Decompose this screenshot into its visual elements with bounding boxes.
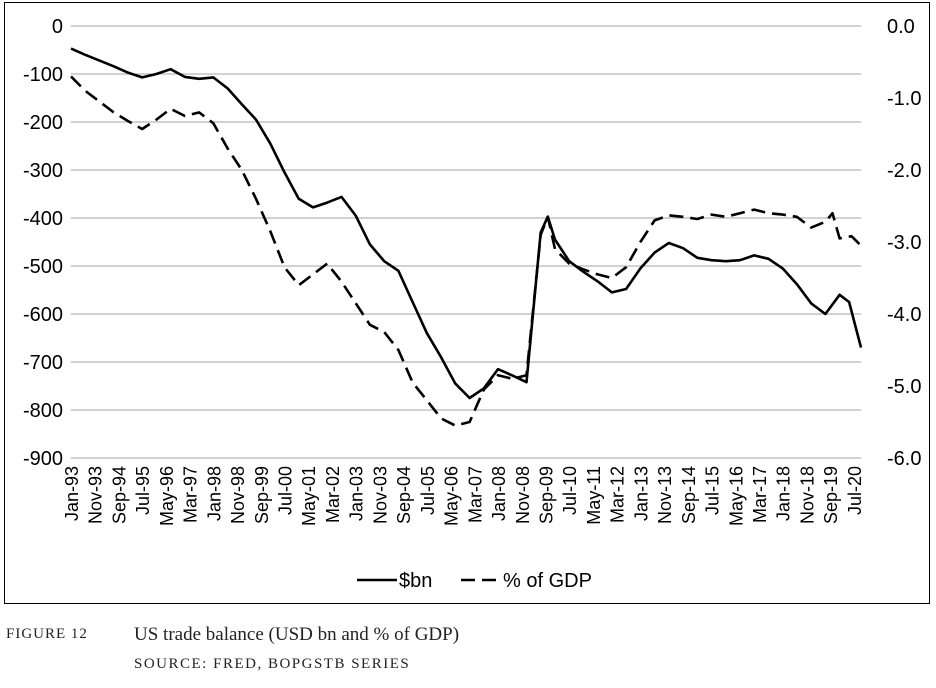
figure-source: SOURCE: FRED, BOPGSTB SERIES [134,656,411,672]
left-tick-label: -100 [23,64,63,86]
x-tick-label: Mar-07 [465,466,485,523]
x-tick-label: Nov-13 [655,466,675,524]
right-axis-ticks: 0.0 -1.0 -2.0 -3.0 -4.0 -5.0 -6.0 [887,16,921,470]
x-tick-label: Jan-08 [489,466,509,521]
x-tick-label: Nov-08 [513,466,533,524]
right-tick-label: -3.0 [887,232,921,254]
x-tick-label: Mar-12 [608,466,628,523]
x-tick-label: Jan-98 [204,466,224,521]
trade-balance-chart: 0 -100 -200 -300 -400 -500 -600 -700 -800 -900 0.… [23,16,922,592]
x-tick-label: May-16 [726,466,746,526]
right-tick-label: -2.0 [887,160,921,182]
x-tick-label: Sep-14 [679,466,699,524]
legend-label-0: $bn [399,570,432,592]
x-tick-label: Jan-13 [631,466,651,521]
x-tick-label: Jul-95 [133,466,153,515]
x-tick-label: Sep-99 [252,466,272,524]
x-tick-label: Jul-20 [845,466,865,515]
x-tick-label: Nov-03 [370,466,390,524]
x-tick-label: Mar-17 [750,466,770,523]
right-tick-label: 0.0 [887,16,915,38]
x-tick-label: Nov-18 [797,466,817,524]
x-tick-label: Mar-97 [181,466,201,523]
left-tick-label: -500 [23,256,63,278]
legend: $bn % of GDP [357,570,592,592]
x-tick-label: May-11 [584,466,604,525]
x-axis-ticks: Jan-93 Nov-93 Sep-94 Jul-95 May-96 Mar-97 Jan-… [62,466,865,526]
left-tick-label: -200 [23,112,63,134]
x-tick-label: May-01 [299,466,319,526]
chart-frame: 0 -100 -200 -300 -400 -500 -600 -700 -800 -900 0.… [4,2,930,604]
right-tick-label: -6.0 [887,448,921,470]
gridlines [71,25,861,459]
series-lines [70,47,863,427]
left-tick-label: -300 [23,160,63,182]
x-tick-label: Nov-93 [86,466,106,524]
x-tick-label: Jul-00 [276,466,296,515]
series-line-1 [70,75,862,427]
x-tick-label: Jul-10 [560,466,580,515]
x-tick-label: Jan-03 [347,466,367,521]
left-axis-ticks: 0 -100 -200 -300 -400 -500 -600 -700 -800 -900 [23,16,63,470]
x-tick-label: Sep-19 [821,466,841,524]
x-tick-label: Sep-04 [394,466,414,524]
x-tick-label: Jul-15 [703,466,723,515]
x-tick-label: Jul-05 [418,466,438,515]
left-tick-label: 0 [52,16,63,38]
x-tick-label: Mar-02 [323,466,343,523]
left-tick-label: -400 [23,208,63,230]
x-tick-label: Jan-93 [62,466,82,521]
figure-number: FIGURE 12 [6,626,88,642]
legend-label-1: % of GDP [503,570,592,592]
figure-title: US trade balance (USD bn and % of GDP) [134,624,460,645]
left-tick-label: -800 [23,400,63,422]
right-tick-label: -4.0 [887,304,921,326]
right-tick-label: -1.0 [887,88,921,110]
x-tick-label: May-96 [157,466,177,526]
right-tick-label: -5.0 [887,376,921,398]
left-tick-label: -900 [23,448,63,470]
left-tick-label: -700 [23,352,63,374]
x-tick-label: Sep-09 [536,466,556,524]
series-line-0 [70,47,863,400]
x-tick-label: Nov-98 [228,466,248,524]
left-tick-label: -600 [23,304,63,326]
x-tick-label: Jan-18 [774,466,794,521]
x-tick-label: May-06 [442,466,462,526]
x-tick-label: Sep-94 [109,466,129,524]
